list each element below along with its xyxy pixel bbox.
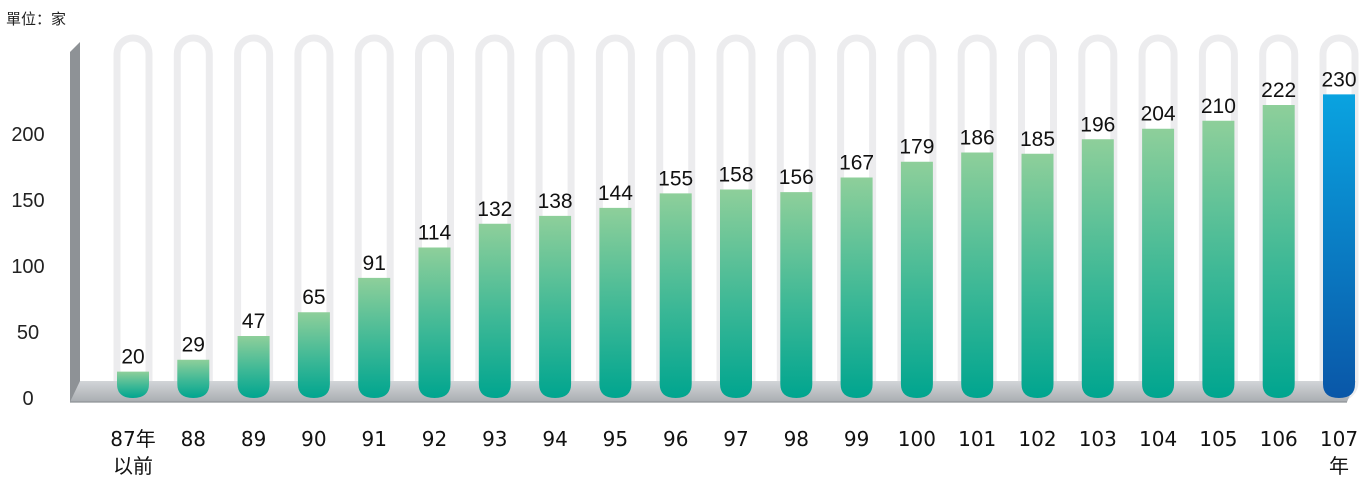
chart-wall <box>70 42 80 402</box>
data-label-18: 210 <box>1201 95 1236 118</box>
bar-track <box>113 34 153 402</box>
category-label-5: 92 <box>422 427 447 451</box>
category-label-8: 95 <box>603 427 628 451</box>
bar-1 <box>177 359 210 398</box>
bar-19 <box>1262 104 1295 399</box>
data-label-9: 155 <box>658 167 693 190</box>
bar-13 <box>900 161 933 398</box>
category-label-3: 90 <box>301 427 326 451</box>
bar-2 <box>237 335 270 398</box>
category-label-16: 103 <box>1079 427 1117 451</box>
bar-15 <box>1021 153 1054 398</box>
y-axis-ticks: 0 50 100 150 200 <box>11 124 44 410</box>
wall-panel <box>70 42 80 402</box>
data-label-8: 144 <box>598 182 633 205</box>
category-label-20: 107 <box>1320 427 1358 451</box>
category-label-0-line2: 以前 <box>113 454 153 478</box>
bar-6 <box>478 223 511 398</box>
data-label-7: 138 <box>538 190 573 213</box>
bar-9 <box>659 193 692 398</box>
data-label-10: 158 <box>718 163 753 186</box>
bar-5 <box>418 247 451 398</box>
data-label-6: 132 <box>477 198 512 221</box>
data-label-1: 29 <box>182 334 205 357</box>
data-label-11: 156 <box>779 166 814 189</box>
category-label-0: 87年 <box>110 427 155 451</box>
y-tick-150: 150 <box>11 190 44 212</box>
bar-14 <box>961 152 994 398</box>
category-label-14: 101 <box>958 427 996 451</box>
category-label-9: 96 <box>663 427 688 451</box>
bars <box>117 94 1355 399</box>
data-label-14: 186 <box>960 126 995 149</box>
category-label-2: 89 <box>241 427 266 451</box>
category-label-17: 104 <box>1139 427 1177 451</box>
y-tick-200: 200 <box>11 124 44 146</box>
category-label-20-line2: 年 <box>1329 454 1349 478</box>
data-label-4: 91 <box>363 252 386 275</box>
category-label-4: 91 <box>361 427 386 451</box>
category-label-12: 99 <box>844 427 869 451</box>
data-label-0: 20 <box>121 346 144 369</box>
bar-3 <box>297 312 330 398</box>
data-label-17: 204 <box>1141 103 1176 126</box>
data-label-16: 196 <box>1080 113 1115 136</box>
category-label-1: 88 <box>181 427 206 451</box>
bar-17 <box>1142 128 1175 398</box>
data-label-2: 47 <box>242 310 265 333</box>
category-label-18: 105 <box>1199 427 1237 451</box>
y-tick-50: 50 <box>17 322 39 344</box>
data-label-13: 179 <box>899 136 934 159</box>
data-label-19: 222 <box>1261 79 1296 102</box>
bar-11 <box>780 192 813 398</box>
bar-10 <box>720 189 752 398</box>
bar-7 <box>539 215 572 398</box>
data-label-15: 185 <box>1020 128 1055 151</box>
unit-label: 單位：家 <box>6 10 66 28</box>
bar-20 <box>1323 94 1355 399</box>
y-tick-0: 0 <box>22 388 33 410</box>
data-labels: 20 29 47 65 91 114 132 138 144 155 158 156 167 179 186… <box>121 68 1356 368</box>
data-label-12: 167 <box>839 152 874 175</box>
y-tick-100: 100 <box>11 256 44 278</box>
category-label-13: 100 <box>898 427 936 451</box>
bar-8 <box>599 207 632 398</box>
category-label-6: 93 <box>482 427 507 451</box>
bar-4 <box>358 277 391 398</box>
bar-12 <box>840 177 873 398</box>
bar-18 <box>1202 120 1235 399</box>
data-label-5: 114 <box>418 222 452 245</box>
bar-0 <box>117 371 149 398</box>
category-label-15: 102 <box>1018 427 1056 451</box>
category-label-7: 94 <box>542 427 567 451</box>
category-label-10: 97 <box>723 427 748 451</box>
data-label-20: 230 <box>1321 68 1356 91</box>
category-label-19: 106 <box>1260 427 1298 451</box>
data-label-3: 65 <box>302 286 325 309</box>
bar-16 <box>1081 139 1114 398</box>
category-label-11: 98 <box>784 427 809 451</box>
